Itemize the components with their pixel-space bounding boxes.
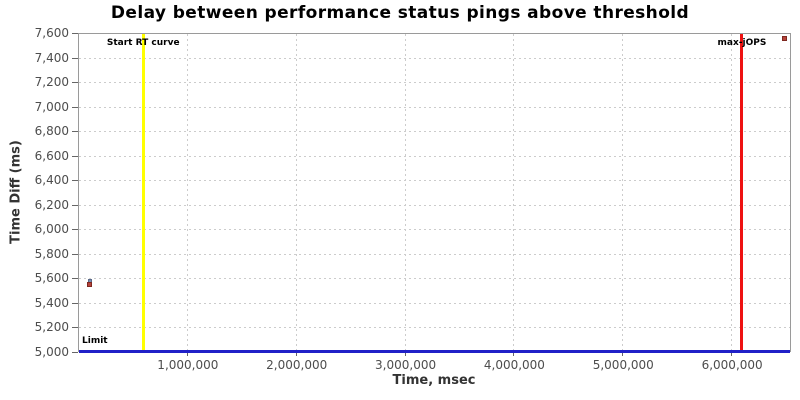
x-tick-label: 1,000,000 [157, 358, 219, 372]
annotation-start-rt-curve: Start RT curve [106, 38, 180, 48]
max-jops-line [740, 34, 744, 353]
y-tick-label: 5,200 [34, 320, 69, 335]
x-tick [731, 351, 733, 356]
y-tick-label: 6,800 [34, 124, 69, 139]
y-gridline [79, 278, 790, 280]
x-gridline [731, 34, 733, 351]
y-tick [72, 33, 78, 34]
y-tick [72, 253, 78, 255]
annotation-max-jops: max-jOPS [717, 38, 767, 48]
limit-line [79, 350, 790, 353]
y-gridline [79, 82, 790, 84]
x-gridline [295, 34, 297, 351]
y-tick [72, 106, 78, 108]
y-tick-label: 5,000 [34, 345, 69, 359]
y-gridline [79, 155, 790, 157]
y-gridline [79, 302, 790, 304]
y-tick [72, 229, 78, 231]
x-gridline [186, 34, 188, 351]
y-tick-label: 7,600 [34, 26, 69, 40]
y-gridline [79, 229, 790, 231]
x-tick [295, 351, 297, 356]
y-gridline [79, 327, 790, 329]
x-tick-label: 4,000,000 [483, 358, 545, 372]
x-gridline [622, 34, 624, 351]
y-tick-label: 7,000 [34, 99, 69, 114]
x-tick-label: 2,000,000 [266, 358, 328, 372]
x-axis-title: Time, msec [392, 373, 476, 388]
y-tick [72, 180, 78, 182]
chart-title: Delay between performance status pings a… [110, 3, 690, 23]
x-gridline [404, 34, 406, 351]
y-tick [72, 352, 78, 353]
y-tick [72, 155, 78, 157]
x-tick-label: 5,000,000 [592, 358, 654, 372]
y-gridline [79, 57, 790, 59]
x-tick-label: 6,000,000 [701, 358, 763, 372]
y-gridline [79, 253, 790, 255]
y-tick [72, 131, 78, 133]
y-tick-label: 5,400 [34, 295, 69, 310]
y-tick-label: 5,600 [34, 271, 69, 286]
y-gridline [79, 131, 790, 133]
x-gridline [513, 34, 515, 351]
x-tick-label: 3,000,000 [375, 358, 437, 372]
y-tick-label: 6,400 [34, 173, 69, 188]
y-gridline [79, 204, 790, 206]
start-rt-curve-line [141, 34, 145, 353]
y-tick [72, 57, 78, 59]
y-tick-label: 7,400 [34, 50, 69, 65]
y-tick [72, 82, 78, 84]
y-tick-label: 7,200 [34, 75, 69, 90]
y-tick [72, 278, 78, 280]
data-point-red [781, 36, 787, 42]
annotation-limit: Limit [82, 336, 108, 346]
x-tick [513, 351, 515, 356]
x-tick [622, 351, 624, 356]
y-tick-label: 5,800 [34, 246, 69, 261]
y-gridline [79, 106, 790, 108]
y-tick-label: 6,000 [34, 222, 69, 237]
y-tick [72, 302, 78, 304]
y-tick-label: 6,200 [34, 197, 69, 212]
x-tick [404, 351, 406, 356]
x-tick [186, 351, 188, 356]
y-tick [72, 204, 78, 206]
plot-area: 5,000 5,200 5,400 5,600 5,800 6,000 6,200 6,400… [35, 26, 791, 372]
y-tick [72, 327, 78, 329]
y-tick-label: 6,600 [34, 148, 69, 163]
y-gridline [79, 180, 790, 182]
data-point-red [87, 281, 93, 287]
